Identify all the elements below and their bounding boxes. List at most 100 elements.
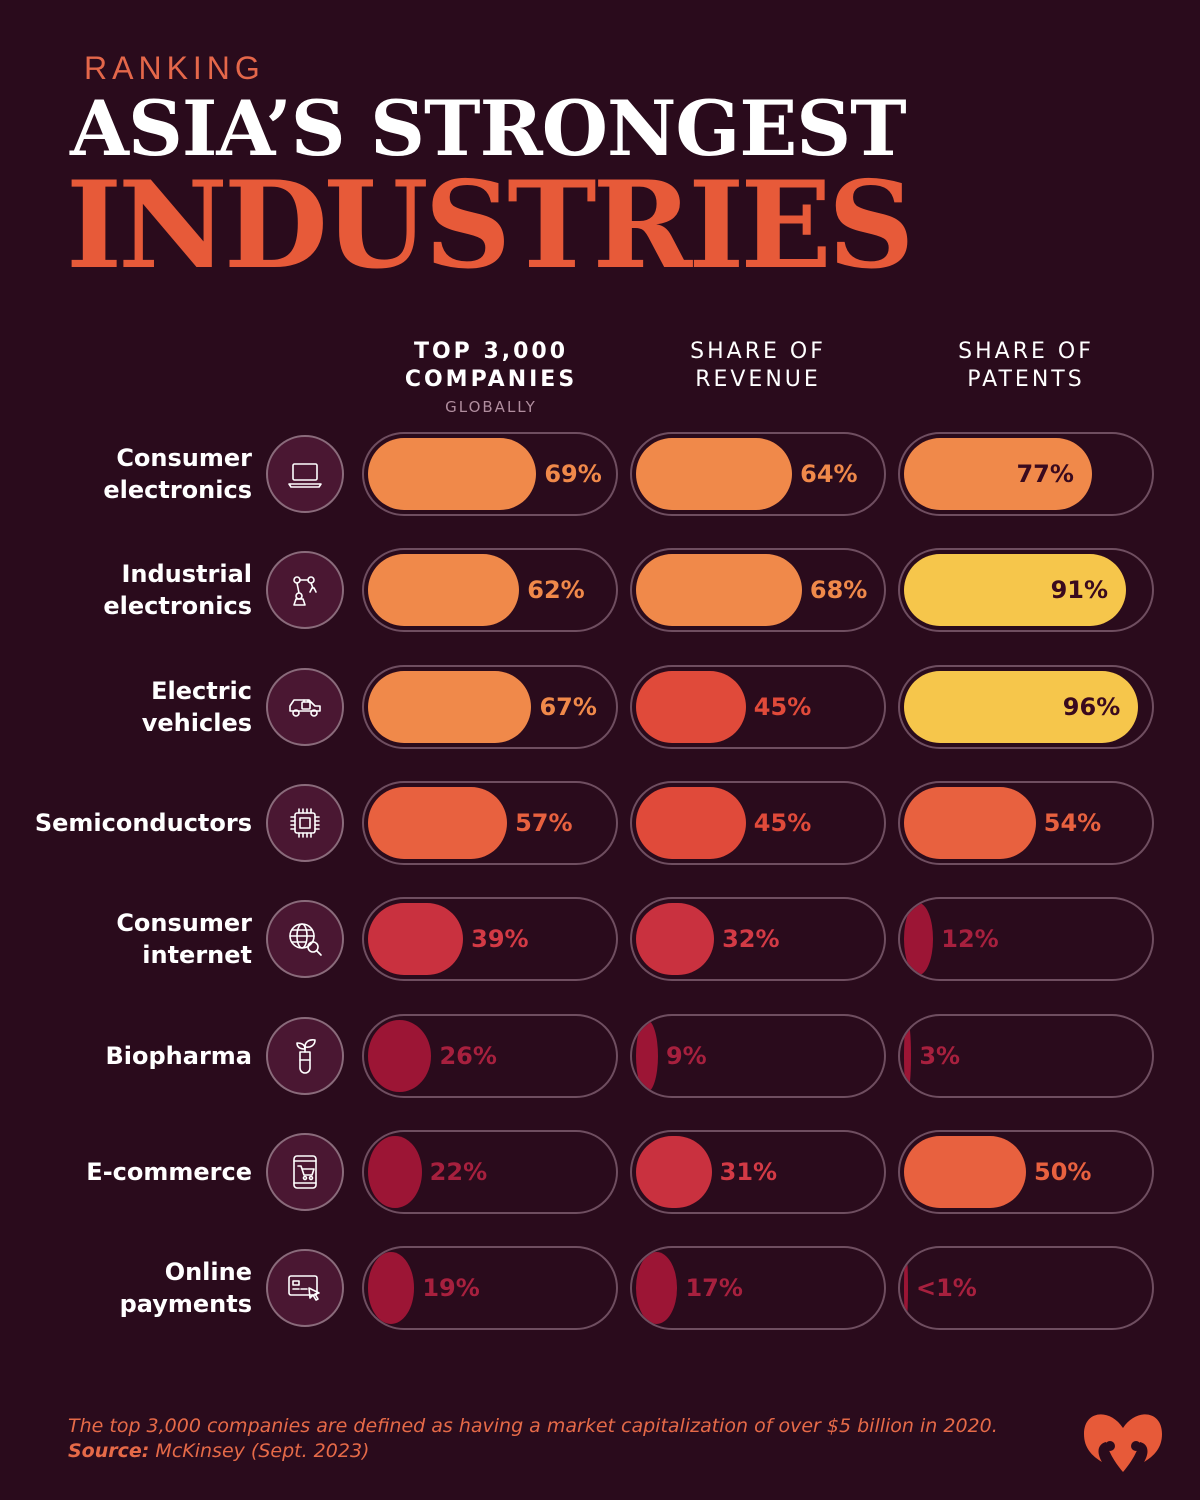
data-label: 68% (809, 576, 868, 604)
bar (904, 438, 1092, 510)
robot-arm-icon (266, 551, 344, 629)
bar-track: 9% (630, 1014, 886, 1098)
data-label: 54% (1043, 809, 1102, 837)
data-label: 67% (539, 693, 597, 721)
bar-track: 54% (898, 781, 1154, 865)
row-label: Biopharma (12, 1040, 252, 1072)
row-label-line1: Biopharma (105, 1042, 252, 1070)
column-header-line1: TOP 3,000 (413, 339, 569, 364)
row-label: Online payments (12, 1256, 252, 1320)
data-label: 17% (685, 1274, 743, 1302)
bar (636, 1020, 658, 1092)
bar (904, 1020, 912, 1092)
row-label-line2: internet (142, 941, 252, 969)
row-label-line2: payments (119, 1290, 252, 1318)
bar-track: 19% (362, 1246, 618, 1330)
bar (636, 1136, 712, 1208)
data-label: 69% (544, 460, 602, 488)
column-header-line2: REVENUE (695, 367, 821, 392)
bar-track: 67% (362, 665, 618, 749)
column-header-line2: COMPANIES (404, 367, 578, 392)
bar (636, 671, 746, 743)
bar (636, 787, 746, 859)
data-label: 32% (722, 925, 780, 953)
bar-track: 31% (630, 1130, 886, 1214)
bar-track: 64% (630, 432, 886, 516)
row-label: Electric vehicles (12, 675, 252, 739)
row-label-line1: Consumer (116, 444, 252, 472)
bar-track: 50% (898, 1130, 1154, 1214)
source-label: Source: (68, 1440, 150, 1462)
footnote-text: The top 3,000 companies are defined as h… (68, 1415, 998, 1437)
row-label-line1: Semiconductors (34, 809, 252, 837)
data-label: 57% (515, 809, 573, 837)
bar-track: 3% (898, 1014, 1154, 1098)
bar-track: 57% (362, 781, 618, 865)
bar (904, 903, 934, 975)
bar-track: 26% (362, 1014, 618, 1098)
row-label-line2: vehicles (141, 709, 252, 737)
data-label: 22% (429, 1158, 488, 1186)
bar (904, 787, 1036, 859)
data-label: 39% (471, 925, 529, 953)
data-label: 26% (439, 1042, 497, 1070)
column-header-line2: PATENTS (967, 367, 1085, 392)
bar (368, 671, 532, 743)
row-label: Semiconductors (12, 807, 252, 839)
bar-track: 62% (362, 548, 618, 632)
bar (368, 787, 508, 859)
bar (904, 554, 1127, 626)
card-cursor-icon (266, 1249, 344, 1327)
plant-test-tube-icon (266, 1017, 344, 1095)
bar-track: 91% (898, 548, 1154, 632)
bar (368, 1252, 415, 1324)
bar (904, 671, 1139, 743)
bar-track: 22% (362, 1130, 618, 1214)
row-label-line1: E-commerce (86, 1158, 252, 1186)
footnote: The top 3,000 companies are defined as h… (68, 1414, 998, 1464)
bar (636, 903, 715, 975)
bar (368, 438, 537, 510)
data-label: 9% (665, 1042, 707, 1070)
mobile-cart-icon (266, 1133, 344, 1211)
title-line-2: INDUSTRIES (66, 155, 914, 296)
row-label: Industrial electronics (12, 558, 252, 622)
bar (636, 554, 802, 626)
row-label-line1: Electric (151, 677, 252, 705)
column-header-sub: GLOBALLY (445, 398, 537, 416)
data-label: 64% (800, 460, 858, 488)
bar (904, 1252, 908, 1324)
bar-track: 96% (898, 665, 1154, 749)
bar (636, 438, 793, 510)
row-label-line2: electronics (103, 592, 252, 620)
bar (368, 1020, 432, 1092)
row-label-line1: Online (164, 1258, 252, 1286)
data-label: 62% (527, 576, 585, 604)
bar-track: 39% (362, 897, 618, 981)
source-text: McKinsey (Sept. 2023) (149, 1440, 370, 1462)
row-label: E-commerce (12, 1156, 252, 1188)
laptop-icon (266, 435, 344, 513)
bar-track: 17% (630, 1246, 886, 1330)
data-label: 31% (719, 1158, 778, 1186)
bar (368, 1136, 422, 1208)
bar-track: 77% (898, 432, 1154, 516)
data-label: 12% (941, 925, 999, 953)
column-header-revenue: SHARE OF REVENUE (633, 338, 883, 394)
data-label: 45% (753, 693, 812, 721)
bar-track: 45% (630, 781, 886, 865)
column-header-patents: SHARE OF PATENTS (901, 338, 1151, 394)
column-header-line1: SHARE OF (958, 339, 1094, 364)
bar (904, 1136, 1026, 1208)
row-label-line1: Consumer (116, 909, 252, 937)
bar (368, 554, 520, 626)
bar-track: 45% (630, 665, 886, 749)
data-label: <1% (916, 1274, 977, 1302)
data-label: 50% (1034, 1158, 1092, 1186)
row-label-line1: Industrial (121, 560, 252, 588)
bar-track: 32% (630, 897, 886, 981)
kicker: RANKING (84, 50, 265, 86)
column-header-top-companies: TOP 3,000 COMPANIES GLOBALLY (366, 338, 616, 420)
data-label: 45% (753, 809, 812, 837)
